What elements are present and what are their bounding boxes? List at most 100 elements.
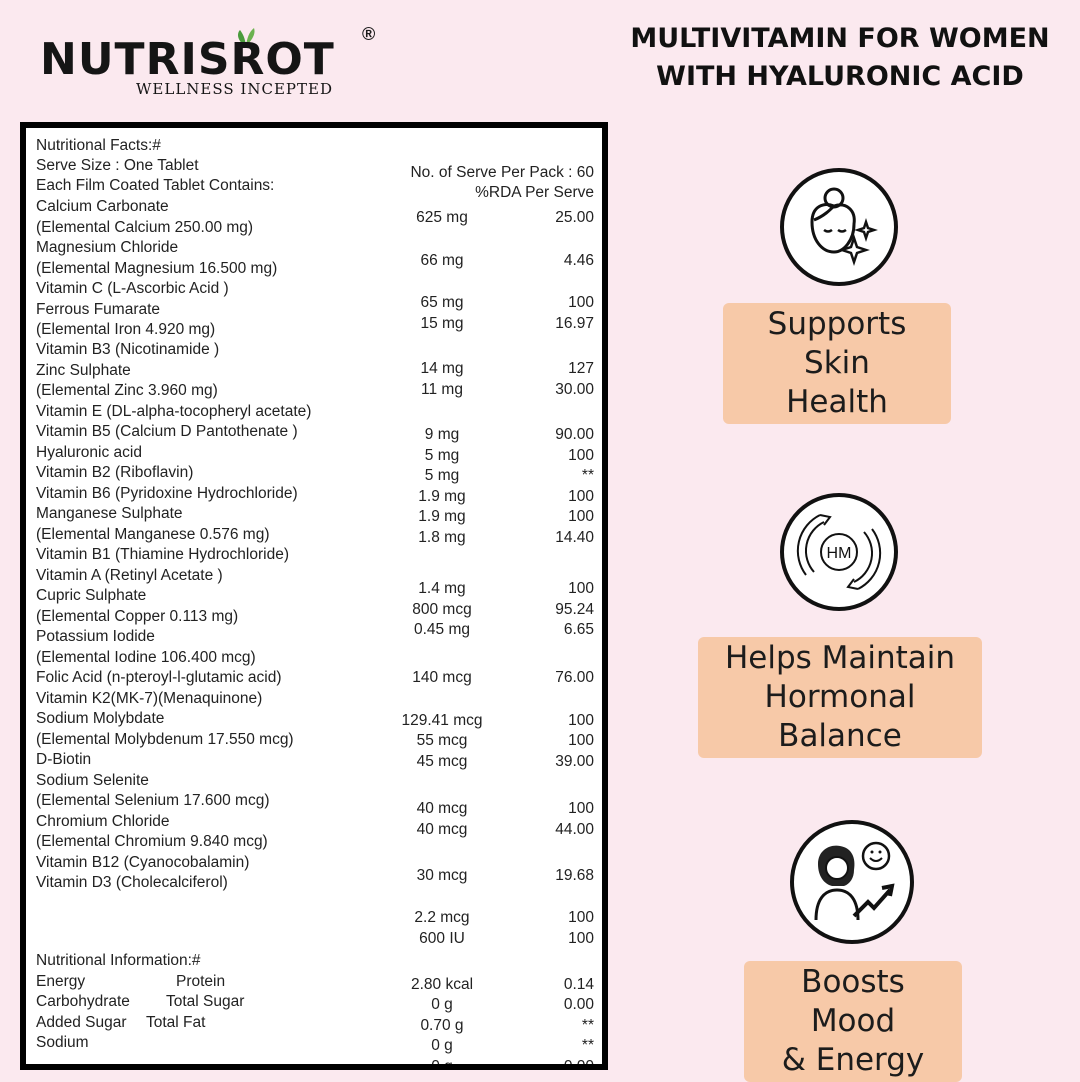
ingredient-label: (Elemental Copper 0.113 mg) <box>26 607 602 627</box>
text-cell: (Elemental Calcium 250.00 mg) <box>36 219 254 236</box>
ingredient-label: Vitamin D3 (Cholecalciferol) <box>26 873 602 893</box>
text-cell: 140 mcg <box>412 669 472 686</box>
nutrition-value-row: 0 g 0.00 <box>26 1057 602 1070</box>
text-cell: 40 mcg <box>416 800 468 817</box>
ingredient-label: Vitamin E (DL-alpha-tocopheryl acetate) <box>26 402 602 422</box>
text-cell: 1.4 mg <box>418 580 466 597</box>
ingredient-label: (Elemental Molybdenum 17.550 mcg) <box>26 730 602 750</box>
text-cell: (Elemental Chromium 9.840 mcg) <box>36 833 268 850</box>
text-cell: 100 <box>568 712 594 729</box>
ingredient-label: (Elemental Zinc 3.960 mg) <box>26 381 602 401</box>
ingredient-label: Potassium Iodide <box>26 627 602 647</box>
text-cell: 0.00 <box>563 1058 594 1070</box>
text-cell: Vitamin B6 (Pyridoxine Hydrochloride) <box>36 485 298 502</box>
value-row: 625 mg 25.00 <box>26 208 602 228</box>
text-cell: 1.9 mg <box>418 488 466 505</box>
text-cell: 0.70 g <box>420 1017 464 1034</box>
ingredient-label: Vitamin B2 (Riboflavin) <box>26 463 602 483</box>
text-cell: ** <box>581 1017 594 1034</box>
text-cell: Carbohydrate <box>36 993 130 1010</box>
text-cell: 100 <box>568 488 594 505</box>
value-row: 129.41 mcg 100 <box>26 711 602 731</box>
ingredient-label: D-Biotin <box>26 750 602 770</box>
registered-mark: ® <box>362 24 376 44</box>
leaf-icon <box>238 28 255 46</box>
nutrition-label-row: Energy Protein <box>26 972 602 992</box>
ingredient-label: (Elemental Manganese 0.576 mg) <box>26 525 602 545</box>
text-cell: ** <box>581 1037 594 1054</box>
benefit-badge-mood: Boosts Mood & Energy <box>744 961 962 1082</box>
text-cell: 2.2 mcg <box>414 909 470 926</box>
text-cell: Calcium Carbonate <box>36 198 169 215</box>
serve-size-row: Serve Size : One Tablet <box>26 156 602 176</box>
nutrition-title: Nutritional Information:# <box>36 952 201 969</box>
text-cell: Magnesium Chloride <box>36 239 179 256</box>
text-cell: Sodium <box>36 1034 89 1051</box>
nutrition-value-row: 0 g ** <box>26 1036 602 1056</box>
text-cell: Vitamin B3 (Nicotinamide ) <box>36 341 220 358</box>
text-cell: Total Fat <box>146 1014 206 1031</box>
value-row: 1.9 mg 100 <box>26 507 602 527</box>
text-cell: 30.00 <box>555 381 594 398</box>
value-row: 1.4 mg 100 <box>26 579 602 599</box>
brand-name: NUTRISROT <box>40 34 335 85</box>
text-cell: (Elemental Iodine 106.400 mcg) <box>36 649 256 666</box>
text-cell: 11 mg <box>421 381 463 398</box>
text-cell: (Elemental Manganese 0.576 mg) <box>36 526 270 543</box>
text-cell: 600 IU <box>419 930 465 947</box>
text-cell: 15 mg <box>420 315 464 332</box>
nutrition-value-row: 2.80 kcal 0.14 <box>26 975 602 995</box>
text-cell: 100 <box>568 294 594 311</box>
text-cell: 129.41 mcg <box>401 712 483 729</box>
ingredient-label: Cupric Sulphate <box>26 586 602 606</box>
text-cell: 0 g <box>431 996 453 1013</box>
text-cell: Helps Maintain <box>724 640 956 676</box>
text-cell: Manganese Sulphate <box>36 505 183 522</box>
facts-title: Nutritional Facts:# <box>36 137 161 154</box>
product-headline: MULTIVITAMIN FOR WOMEN WITH HYALURONIC A… <box>600 20 1080 96</box>
text-cell: & Energy <box>781 1042 925 1078</box>
text-cell: Vitamin B12 (Cyanocobalamin) <box>36 854 250 871</box>
value-row: 55 mcg 100 <box>26 731 602 751</box>
ingredient-label: Hyaluronic acid <box>26 443 602 463</box>
text-cell: 40 mcg <box>416 821 468 838</box>
nutrition-label-row: Sodium <box>26 1033 602 1053</box>
text-cell: Vitamin E (DL-alpha-tocopheryl acetate) <box>36 403 312 420</box>
text-cell: 2.80 kcal <box>410 976 474 993</box>
hormone-icon-text: HM <box>827 545 852 562</box>
ingredient-label: Vitamin C (L-Ascorbic Acid ) <box>26 279 602 299</box>
ingredient-label: Vitamin B1 (Thiamine Hydrochloride) <box>26 545 602 565</box>
text-cell: 14.40 <box>555 529 594 546</box>
value-row: 15 mg 16.97 <box>26 314 602 334</box>
text-cell: Vitamin D3 (Cholecalciferol) <box>36 874 228 891</box>
value-row: 65 mg 100 <box>26 293 602 313</box>
text-cell: 1.8 mg <box>418 529 466 546</box>
text-cell: (Elemental Copper 0.113 mg) <box>36 608 239 625</box>
text-cell: 45 mcg <box>416 753 468 770</box>
benefit-badge-hormone: Helps Maintain Hormonal Balance <box>698 637 982 758</box>
value-row: 140 mcg 76.00 <box>26 668 602 688</box>
ingredient-label: Calcium Carbonate <box>26 197 602 217</box>
text-cell: (Elemental Iron 4.920 mg) <box>36 321 216 338</box>
text-cell: Chromium Chloride <box>36 813 170 830</box>
ingredient-label: (Elemental Calcium 250.00 mg) <box>26 218 602 238</box>
nutrition-value-row: 0.70 g ** <box>26 1016 602 1036</box>
value-row: 5 mg 100 <box>26 446 602 466</box>
text-cell: Hyaluronic acid <box>36 444 142 461</box>
ingredient-label: (Elemental Magnesium 16.500 mg) <box>26 259 602 279</box>
face-sparkle-icon <box>780 168 898 286</box>
text-cell: Energy <box>36 973 86 990</box>
text-cell: Sodium Molybdate <box>36 710 165 727</box>
nutrition-facts-panel: Nutritional Facts:# Serve Size : One Tab… <box>20 122 608 1070</box>
benefit-badge-skin: Supports Skin Health <box>723 303 951 424</box>
text-cell: 14 mg <box>420 360 464 377</box>
text-cell: Boosts Mood <box>801 964 905 1039</box>
ingredient-label: Vitamin K2(MK-7)(Menaquinone) <box>26 689 602 709</box>
text-cell: Protein <box>176 973 226 990</box>
ingredient-label: Magnesium Chloride <box>26 238 602 258</box>
value-row: 2.2 mcg 100 <box>26 908 602 928</box>
text-cell: 0.14 <box>563 976 594 993</box>
text-cell: 44.00 <box>555 821 594 838</box>
serves-per-pack-row: No. of Serve Per Pack : 60 <box>26 163 602 183</box>
serve-size: Serve Size : One Tablet <box>36 157 199 174</box>
